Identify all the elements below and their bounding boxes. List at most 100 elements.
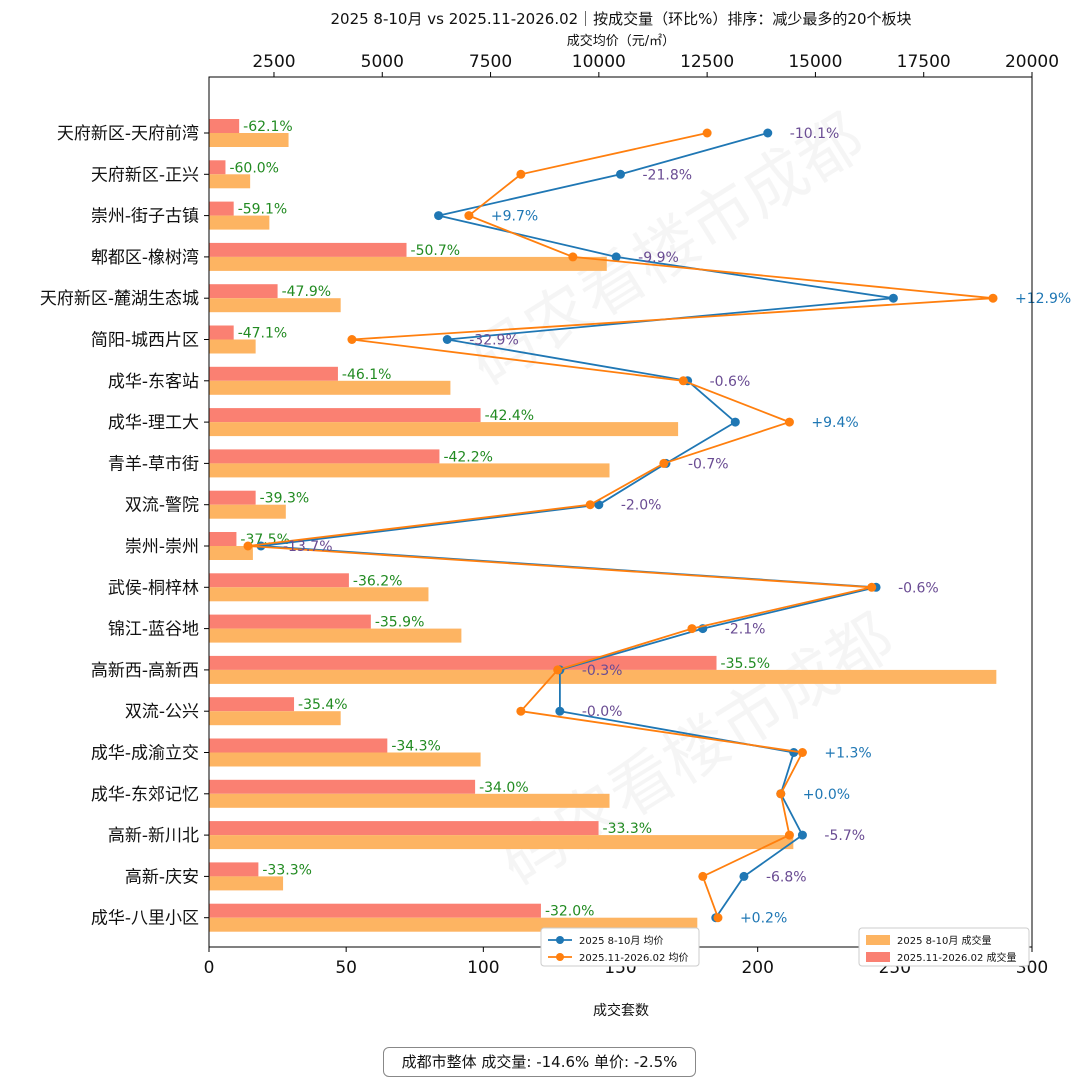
price-change-label-16: +0.0% bbox=[803, 787, 850, 803]
price-line-aug-oct-point-7 bbox=[730, 417, 740, 427]
price-change-label-9: -2.0% bbox=[621, 498, 662, 514]
volume-change-label-15: -34.3% bbox=[391, 739, 441, 755]
chart-title: 2025 8-10月 vs 2025.11-2026.02｜按成交量（环比%）排… bbox=[330, 10, 911, 28]
y-tick-label-10: 崇州-崇州 bbox=[125, 537, 199, 557]
price-change-label-17: -5.7% bbox=[824, 828, 865, 844]
bar-aug-oct-volume-15 bbox=[209, 752, 481, 767]
price-change-label-0: -10.1% bbox=[790, 126, 840, 142]
bar-nov-feb-volume-16 bbox=[209, 779, 476, 794]
price-line-aug-oct-point-17 bbox=[797, 830, 807, 840]
volume-change-label-19: -32.0% bbox=[545, 904, 595, 920]
price-change-label-11: -0.6% bbox=[898, 580, 939, 596]
price-line-nov-feb-point-11 bbox=[867, 582, 877, 592]
y-tick-label-18: 高新-庆安 bbox=[125, 867, 199, 887]
bar-nov-feb-volume-17 bbox=[209, 821, 599, 836]
combo-chart: 2025 8-10月 vs 2025.11-2026.02｜按成交量（环比%）排… bbox=[40, 10, 1071, 1019]
bar-aug-oct-volume-2 bbox=[209, 215, 270, 230]
price-line-nov-feb-point-12 bbox=[687, 624, 697, 634]
y-tick-label-12: 锦江-蓝谷地 bbox=[108, 620, 199, 640]
y-tick-label-17: 高新-新川北 bbox=[108, 826, 199, 846]
bar-aug-oct-volume-17 bbox=[209, 835, 794, 850]
price-line-aug-oct-point-4 bbox=[888, 293, 898, 303]
price-change-label-3: -9.9% bbox=[638, 250, 679, 266]
legend-volume-swatch-0 bbox=[866, 935, 890, 945]
price-line-nov-feb-point-8 bbox=[659, 458, 669, 468]
price-line-nov-feb-point-16 bbox=[776, 789, 786, 799]
bar-aug-oct-volume-16 bbox=[209, 793, 610, 808]
price-change-label-4: +12.9% bbox=[1015, 291, 1071, 307]
bar-nov-feb-volume-6 bbox=[209, 366, 338, 381]
legend-volume bbox=[858, 927, 1030, 967]
bar-nov-feb-volume-11 bbox=[209, 573, 349, 588]
bottom-tick-label-0: 0 bbox=[204, 958, 215, 978]
top-tick-label-3: 10000 bbox=[572, 52, 626, 72]
price-line-aug-oct bbox=[260, 132, 894, 919]
bar-aug-oct-volume-14 bbox=[209, 711, 341, 726]
volume-change-label-16: -34.0% bbox=[479, 780, 529, 796]
bar-aug-oct-volume-8 bbox=[209, 463, 610, 478]
bar-aug-oct-volume-18 bbox=[209, 876, 284, 891]
bar-nov-feb-volume-9 bbox=[209, 490, 256, 505]
bar-nov-feb-volume-18 bbox=[209, 862, 259, 877]
top-tick-label-0: 2500 bbox=[252, 52, 295, 72]
legend-price-label-1: 2025.11-2026.02 均价 bbox=[579, 952, 689, 964]
price-line-nov-feb-point-19 bbox=[713, 913, 723, 923]
volume-change-label-12: -35.9% bbox=[375, 615, 425, 631]
y-tick-label-9: 双流-警院 bbox=[125, 496, 199, 516]
price-line-nov-feb-point-6 bbox=[678, 376, 688, 386]
legend-price-marker-1 bbox=[556, 953, 564, 961]
volume-change-label-0: -62.1% bbox=[243, 119, 293, 135]
volume-change-label-18: -33.3% bbox=[262, 862, 312, 878]
y-tick-label-1: 天府新区-正兴 bbox=[91, 165, 199, 185]
y-tick-label-8: 青羊-草市街 bbox=[108, 454, 199, 474]
bar-nov-feb-volume-8 bbox=[209, 449, 440, 464]
price-line-nov-feb-point-1 bbox=[516, 169, 526, 179]
bar-nov-feb-volume-0 bbox=[209, 119, 240, 133]
bottom-tick-label-4: 200 bbox=[741, 958, 773, 978]
price-line-nov-feb-point-15 bbox=[797, 748, 807, 757]
volume-change-label-14: -35.4% bbox=[298, 697, 348, 713]
y-tick-label-13: 高新西-高新西 bbox=[91, 661, 199, 681]
legend-price bbox=[540, 927, 700, 967]
price-change-label-18: -6.8% bbox=[766, 869, 807, 885]
price-line-nov-feb-point-10 bbox=[243, 541, 253, 551]
y-tick-label-5: 简阳-城西片区 bbox=[91, 331, 199, 351]
bar-nov-feb-volume-1 bbox=[209, 160, 226, 175]
price-change-label-10: -13.7% bbox=[283, 539, 333, 555]
y-tick-label-11: 武侯-桐梓林 bbox=[108, 578, 199, 598]
price-line-nov-feb-point-9 bbox=[585, 500, 595, 510]
bar-aug-oct-volume-1 bbox=[209, 174, 251, 189]
volume-change-label-8: -42.2% bbox=[443, 449, 493, 465]
bar-nov-feb-volume-3 bbox=[209, 242, 407, 257]
price-line-aug-oct-point-5 bbox=[442, 335, 452, 344]
price-change-label-5: -32.9% bbox=[469, 333, 519, 349]
top-tick-label-6: 17500 bbox=[897, 52, 951, 72]
price-line-nov-feb-point-14 bbox=[516, 706, 526, 716]
volume-change-label-9: -39.3% bbox=[260, 491, 310, 507]
volume-change-label-2: -59.1% bbox=[238, 202, 288, 218]
bar-nov-feb-volume-5 bbox=[209, 325, 234, 340]
price-line-aug-oct-point-18 bbox=[739, 871, 749, 881]
bar-nov-feb-volume-19 bbox=[209, 903, 541, 918]
legend-volume-label-1: 2025.11-2026.02 成交量 bbox=[897, 951, 1017, 964]
volume-change-label-6: -46.1% bbox=[342, 367, 392, 383]
top-tick-label-7: 20000 bbox=[1005, 52, 1059, 72]
price-change-label-2: +9.7% bbox=[491, 209, 538, 225]
summary-box: 成都市整体 成交量: -14.6% 单价: -2.5% bbox=[383, 1047, 696, 1077]
top-tick-label-1: 5000 bbox=[361, 52, 404, 72]
bar-aug-oct-volume-7 bbox=[209, 422, 679, 437]
bar-aug-oct-volume-12 bbox=[209, 628, 462, 643]
volume-change-label-4: -47.9% bbox=[282, 284, 332, 300]
top-tick-label-2: 7500 bbox=[469, 52, 512, 72]
bar-nov-feb-volume-10 bbox=[209, 532, 237, 546]
bottom-tick-label-1: 50 bbox=[335, 958, 357, 978]
bar-aug-oct-volume-3 bbox=[209, 256, 607, 271]
price-line-aug-oct-point-3 bbox=[611, 252, 621, 262]
price-line-aug-oct-point-9 bbox=[594, 500, 604, 510]
bar-nov-feb-volume-2 bbox=[209, 201, 234, 216]
price-line-nov-feb-point-0 bbox=[702, 128, 712, 138]
price-line-nov-feb-point-2 bbox=[464, 211, 474, 221]
bar-aug-oct-volume-6 bbox=[209, 380, 451, 395]
bar-aug-oct-volume-10 bbox=[209, 546, 253, 560]
bar-nov-feb-volume-13 bbox=[209, 655, 717, 670]
